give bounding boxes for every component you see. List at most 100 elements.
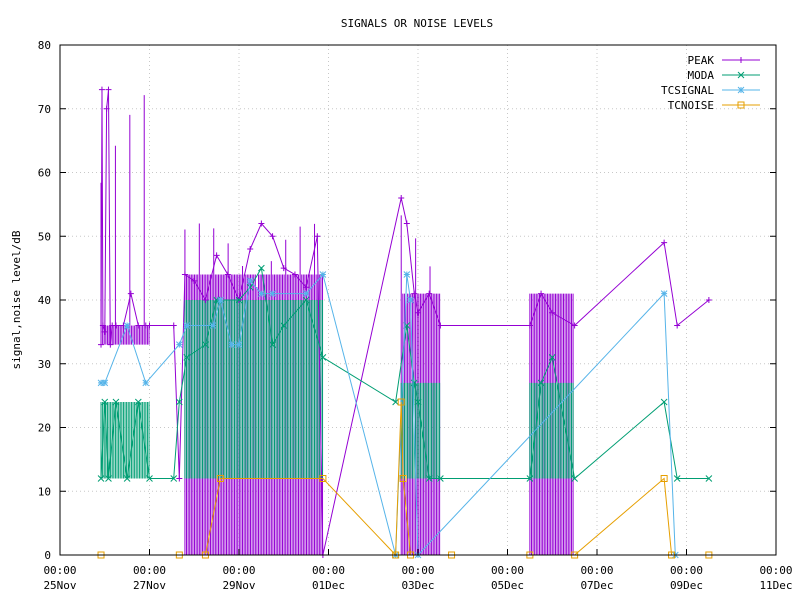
tcsignal-marker (258, 290, 265, 297)
peak-marker (411, 290, 418, 297)
x-tick-label-date: 03Dec (401, 579, 434, 592)
tcsignal-marker (319, 271, 327, 278)
moda-marker (548, 354, 556, 361)
legend-moda-marker (737, 71, 745, 79)
peak-marker (526, 322, 533, 329)
tcsignal-marker (235, 341, 243, 348)
moda-marker (235, 296, 243, 304)
y-axis-label: signal,noise level/dB (10, 230, 23, 369)
peak-marker (191, 277, 198, 284)
moda-marker (183, 354, 191, 361)
series-peak (98, 86, 712, 558)
x-tick-label-time: 00:00 (670, 564, 703, 577)
legend-tcsignal-marker (737, 86, 745, 94)
peak-marker (127, 290, 134, 297)
peak-marker (107, 341, 114, 348)
peak-marker (99, 322, 106, 329)
moda-marker (302, 296, 310, 304)
moda-marker (414, 398, 422, 406)
dense-band-moda (184, 300, 324, 479)
tcnoise-marker (397, 398, 405, 406)
x-tick-label-time: 00:00 (133, 564, 166, 577)
peak-marker (146, 322, 153, 329)
peak-marker (571, 322, 578, 329)
tcsignal-marker (123, 322, 131, 329)
series-line-tcnoise (101, 401, 709, 557)
moda-marker (571, 475, 578, 482)
moda-marker (660, 398, 668, 406)
y-tick-label: 30 (38, 358, 51, 371)
x-tick-label-date: 07Dec (580, 579, 613, 592)
y-tick-label: 50 (38, 230, 51, 243)
axis-ticks: 00:00 25Nov 00:00 27Nov 00:00 29Nov 00:00 01Dec… (38, 39, 793, 592)
peak-marker (112, 322, 119, 329)
tcsignal-marker (142, 379, 150, 387)
peak-marker (101, 328, 108, 335)
moda-marker (112, 398, 120, 406)
moda-marker (170, 475, 178, 482)
peak-marker (426, 290, 433, 297)
moda-marker (425, 475, 433, 482)
dense-band-moda (400, 382, 441, 479)
moda-marker (410, 379, 418, 387)
y-tick-label: 20 (38, 422, 51, 435)
y-tick-label: 60 (38, 167, 51, 180)
series-line-moda (100, 266, 709, 480)
tcsignal-marker (183, 322, 191, 329)
moda-marker (705, 475, 713, 482)
peak-marker (181, 271, 188, 278)
peak-marker (269, 233, 276, 240)
moda-marker (134, 398, 142, 406)
y-tick-label: 0 (44, 549, 51, 562)
y-tick-label: 70 (38, 103, 51, 116)
moda-marker (101, 398, 109, 406)
tcsignal-marker (97, 379, 105, 387)
x-tick-label-time: 00:00 (759, 564, 792, 577)
tcsignal-marker (302, 290, 310, 297)
peak-marker (437, 322, 444, 329)
moda-marker (146, 475, 153, 482)
y-tick-label: 40 (38, 294, 51, 307)
moda-marker (202, 341, 209, 348)
x-tick-label-date: 27Nov (133, 579, 166, 592)
tcsignal-marker (175, 341, 183, 348)
x-tick-label-date: 01Dec (312, 579, 345, 592)
peak-marker (549, 309, 556, 316)
tcnoise-marker (216, 475, 224, 482)
x-tick-label-time: 00:00 (401, 564, 434, 577)
dense-band-peak (100, 95, 150, 345)
peak-marker (398, 195, 405, 201)
moda-marker (392, 398, 399, 406)
series-line-tcsignal (101, 273, 676, 557)
y-tick-label: 80 (38, 39, 51, 52)
x-tick-label-time: 00:00 (491, 564, 524, 577)
tcsignal-marker (228, 341, 235, 348)
peak-marker (674, 322, 681, 329)
peak-marker (135, 322, 142, 329)
peak-marker (258, 220, 265, 227)
tcsignal-marker (660, 290, 668, 297)
peak-marker (224, 271, 231, 278)
tcnoise-marker (319, 475, 327, 482)
legend-label-peak: PEAK (688, 54, 715, 67)
peak-marker (176, 475, 183, 482)
tcsignal-marker (209, 322, 217, 329)
peak-marker (247, 246, 254, 252)
tcsignal-marker (403, 271, 411, 278)
tcsignal-marker (407, 296, 414, 304)
peak-marker (280, 265, 287, 272)
dense-bands (100, 95, 574, 555)
moda-marker (258, 264, 265, 272)
x-tick-label-time: 00:00 (312, 564, 345, 577)
peak-marker (105, 86, 112, 93)
tcsignal-marker (269, 290, 276, 297)
tcsignal-marker (217, 296, 224, 304)
x-tick-label-time: 00:00 (43, 564, 76, 577)
legend-tcnoise-marker (737, 101, 745, 109)
peak-marker (103, 105, 110, 112)
x-tick-label-time: 00:00 (222, 564, 255, 577)
tcnoise-marker (660, 475, 668, 482)
peak-marker (213, 252, 220, 259)
legend: PEAK MODA TCSIGNAL TCNOISE (661, 54, 760, 112)
